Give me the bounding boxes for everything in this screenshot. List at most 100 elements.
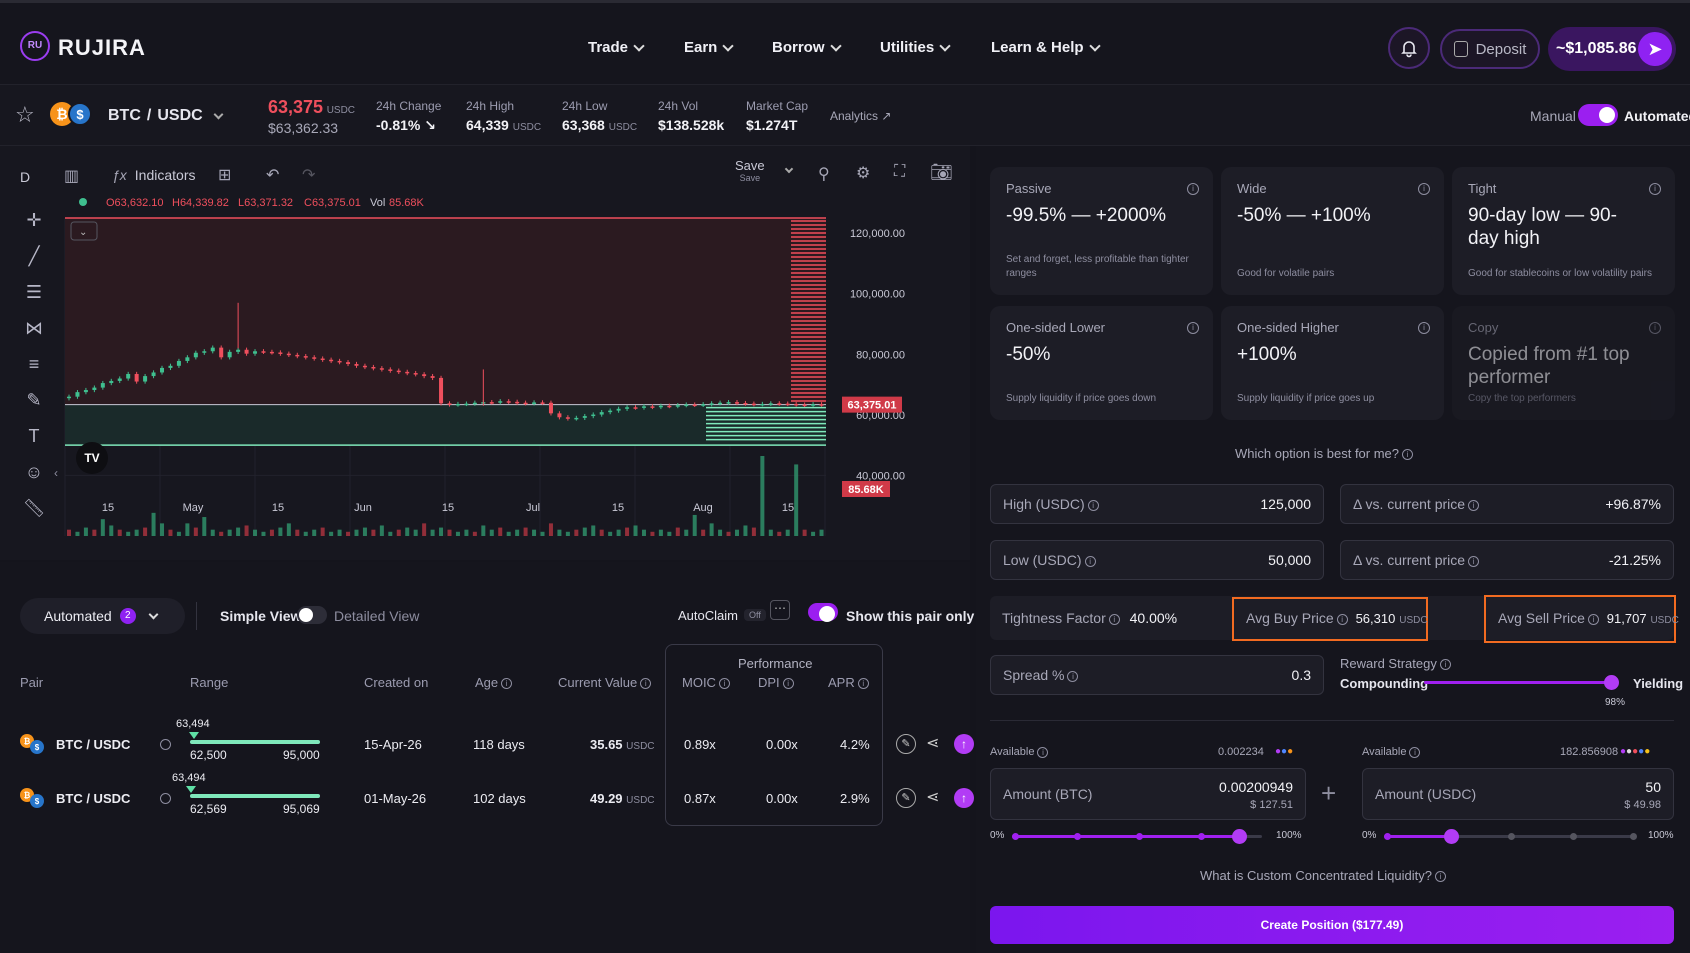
candle-body	[565, 417, 570, 419]
btc-slider-knob[interactable]	[1232, 829, 1247, 844]
create-position-button[interactable]: Create Position ($177.49)	[990, 906, 1674, 944]
volume-bar	[684, 529, 689, 536]
balance-button[interactable]: ~$1,085.86 ➤	[1548, 27, 1676, 71]
save-button[interactable]: Save Save	[735, 158, 765, 183]
stat-value: $138.528k	[658, 117, 725, 133]
high-price-field[interactable]: High (USDC) i 125,000	[990, 484, 1324, 524]
tradingview-logo[interactable]: TV	[76, 442, 108, 474]
fib-lines-icon[interactable]: ☰	[25, 282, 43, 302]
price-chart[interactable]: O63,632.10 H64,339.82 L63,371.32 C63,375.01…	[0, 146, 970, 560]
spread-field[interactable]: Spread % i 0.3	[990, 655, 1324, 695]
trend-line-icon[interactable]: ╱	[28, 246, 40, 266]
brand-name[interactable]: RUJIRA	[58, 35, 146, 60]
usdc-amount-field[interactable]: Amount (USDC) 50 $ 49.98	[1362, 768, 1674, 820]
pair-label: BTC / USDC	[56, 791, 131, 806]
account-avatar-icon: ➤	[1638, 32, 1672, 66]
nav-borrow[interactable]: Borrow	[772, 39, 842, 56]
filter-label: Automated	[44, 608, 112, 624]
text-tool-icon[interactable]: T	[28, 426, 40, 446]
star-icon[interactable]: ☆	[15, 102, 35, 127]
pair-selector[interactable]: BTC / USDC	[108, 107, 224, 125]
quick-search-icon[interactable]: ⚲	[818, 166, 830, 183]
info-icon[interactable]: i	[1187, 322, 1199, 334]
crosshair-icon[interactable]: ✛	[26, 210, 42, 230]
filter-count-badge: 2	[119, 608, 136, 624]
candle-body	[405, 371, 410, 374]
volume-bar	[616, 529, 621, 536]
reward-strategy-slider[interactable]	[1424, 675, 1620, 690]
simple-view-label[interactable]: Simple View	[220, 608, 302, 624]
info-icon[interactable]: i	[1649, 322, 1661, 334]
current-price-marker: 63,494	[172, 772, 206, 784]
autoclaim-state-badge[interactable]: Off	[744, 609, 766, 621]
collapse-toolbar-icon[interactable]: ‹	[54, 466, 58, 480]
candle-body	[168, 365, 173, 368]
edit-icon[interactable]: ✎	[896, 734, 916, 754]
edit-icon[interactable]: ✎	[896, 788, 916, 808]
share-icon[interactable]: ⋖	[926, 735, 940, 752]
show-pair-only-label[interactable]: Show this pair only	[846, 608, 975, 624]
indicators-button[interactable]: ƒx Indicators	[112, 167, 196, 183]
arrow-up-icon[interactable]: ↑	[954, 734, 974, 754]
btc-slider-max: 100%	[1276, 830, 1302, 841]
volume-bar	[718, 529, 723, 536]
nav-learn-help[interactable]: Learn & Help	[991, 39, 1101, 56]
rujira-logo-icon[interactable]: RU	[20, 31, 50, 61]
detailed-view-label[interactable]: Detailed View	[334, 608, 420, 624]
redo-icon[interactable]: ↷	[302, 167, 316, 184]
slider-tick	[1508, 833, 1515, 840]
more-options-icon[interactable]: ⋯	[770, 600, 790, 620]
mode-toggle[interactable]	[1578, 104, 1618, 126]
delta-label: Δ vs. current price i	[1353, 496, 1480, 512]
which-option-link[interactable]: Which option is best for me? i	[1235, 446, 1414, 461]
info-icon[interactable]: i	[1187, 183, 1199, 195]
reward-slider-knob[interactable]	[1604, 675, 1620, 690]
nav-utilities[interactable]: Utilities	[880, 39, 951, 56]
btc-amount-field[interactable]: Amount (BTC) 0.00200949 $ 127.51	[990, 768, 1306, 820]
info-icon[interactable]: i	[1418, 322, 1430, 334]
projection-icon[interactable]: ≡	[28, 354, 40, 374]
deposit-button[interactable]: Deposit	[1440, 29, 1540, 69]
candles-icon[interactable]: ▥	[64, 168, 80, 185]
fullscreen-icon[interactable]: ⛶	[894, 163, 906, 180]
layout-grid-icon[interactable]: ⊞	[218, 167, 232, 184]
card-range: Copied from #1 top performer	[1468, 344, 1630, 388]
candle-body	[591, 414, 596, 417]
undo-icon[interactable]: ↶	[266, 167, 280, 184]
nav-earn[interactable]: Earn	[684, 39, 735, 56]
settings-gear-icon[interactable]: ⚙	[856, 165, 871, 182]
nav-learn-help-label: Learn & Help	[991, 39, 1084, 56]
interval-selector[interactable]: D	[20, 169, 31, 185]
usdc-slider-knob[interactable]	[1444, 829, 1459, 844]
low-price-field[interactable]: Low (USDC) i 50,000	[990, 540, 1324, 580]
notifications-button[interactable]	[1388, 27, 1430, 69]
share-icon[interactable]: ⋖	[926, 789, 940, 806]
brush-icon[interactable]: ✎	[26, 390, 42, 410]
nav-trade[interactable]: Trade	[588, 39, 645, 56]
automated-filter-dropdown[interactable]: Automated 2	[20, 598, 185, 634]
show-pair-only-toggle[interactable]	[808, 603, 838, 622]
strategy-card-one-sided-higher[interactable]: One-sided Higher +100% Supply liquidity …	[1221, 306, 1444, 420]
strategy-card-wide[interactable]: Wide -50% — +100% Good for volatile pair…	[1221, 167, 1444, 295]
ruler-icon[interactable]: 📏︎	[22, 498, 46, 518]
info-icon[interactable]	[160, 793, 171, 804]
strategy-card-one-sided-lower[interactable]: One-sided Lower -50% Supply liquidity if…	[990, 306, 1213, 420]
moic-value: 0.89x	[684, 737, 716, 752]
pattern-icon[interactable]: ⋈	[25, 318, 43, 338]
range-bar	[190, 794, 320, 798]
emoji-icon[interactable]: ☺	[24, 462, 44, 482]
ohlc-value: C63,375.01	[304, 197, 361, 209]
strategy-card-tight[interactable]: Tight 90-day low — 90-day high Good for …	[1452, 167, 1675, 295]
analytics-link[interactable]: Analytics ↗	[830, 109, 891, 123]
camera-icon[interactable]: 📷︎	[930, 162, 953, 182]
info-icon[interactable]: i	[1649, 183, 1661, 195]
candle-body	[574, 417, 579, 420]
strategy-card-passive[interactable]: Passive -99.5% — +2000% Set and forget, …	[990, 167, 1213, 295]
strategy-card-copy[interactable]: Copy Copied from #1 top performer Copy t…	[1452, 306, 1675, 420]
info-icon[interactable]: i	[1418, 183, 1430, 195]
info-icon[interactable]	[160, 739, 171, 750]
arrow-up-icon[interactable]: ↑	[954, 788, 974, 808]
custom-ccl-link[interactable]: What is Custom Concentrated Liquidity? i	[1200, 868, 1446, 883]
view-toggle[interactable]	[297, 606, 327, 624]
chevron-down-icon	[148, 609, 159, 619]
